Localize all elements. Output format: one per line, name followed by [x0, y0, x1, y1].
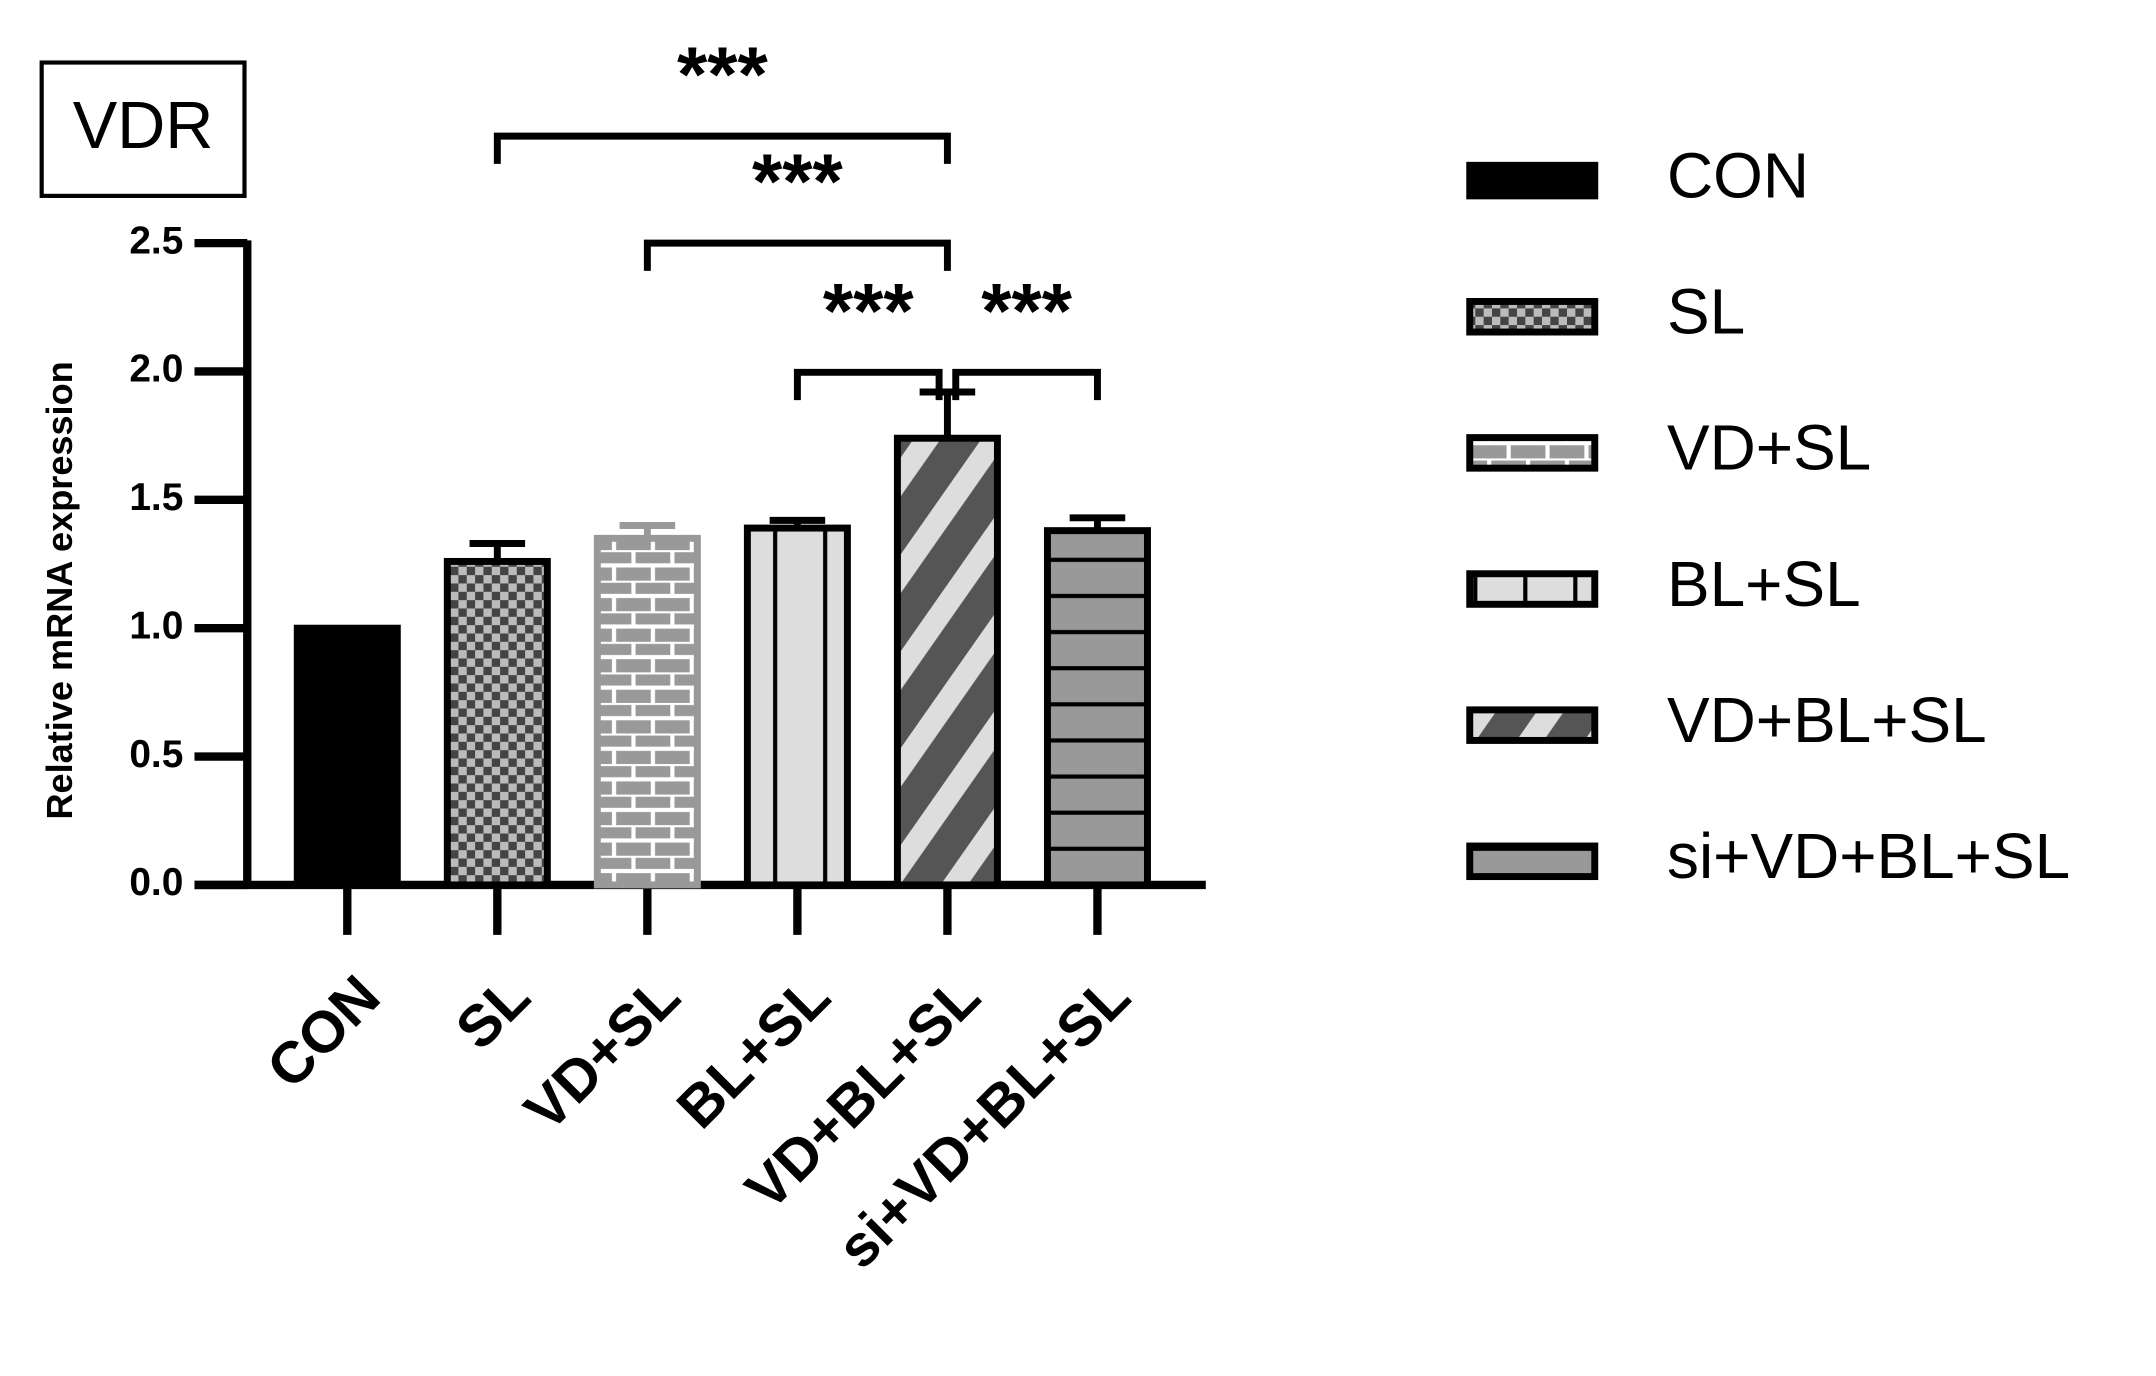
significance-bracket	[493, 132, 951, 164]
legend-label: VD+SL	[1667, 412, 1871, 484]
significance-label: ***	[823, 268, 915, 354]
significance-bracket	[952, 368, 1101, 401]
significance-label: ***	[981, 268, 1073, 354]
bar	[443, 557, 551, 889]
y-tick-label: 0.5	[129, 733, 183, 776]
legend-swatch	[1466, 434, 1599, 472]
legend-label: SL	[1667, 276, 1745, 348]
significance-bracket	[643, 239, 951, 271]
x-tick-label: VD+SL	[512, 963, 692, 1143]
x-tick-label: CON	[255, 963, 393, 1101]
bar	[293, 624, 401, 889]
legend-swatch	[1466, 706, 1599, 744]
legend-label: si+VD+BL+SL	[1667, 820, 2070, 892]
title-box	[39, 60, 247, 198]
bar	[1043, 527, 1151, 889]
y-tick-label: 2.0	[129, 348, 183, 391]
y-tick-label: 1.5	[129, 476, 183, 519]
y-axis-label: Relative mRNA expression	[39, 361, 80, 819]
y-tick-label: 1.0	[129, 604, 183, 647]
legend-swatch	[1466, 161, 1599, 200]
legend-swatch	[1466, 842, 1599, 881]
y-tick-label: 2.5	[129, 219, 183, 262]
legend-label: CON	[1667, 139, 1809, 211]
legend-label: BL+SL	[1667, 548, 1861, 620]
significance-label: ***	[677, 32, 769, 118]
legend-label: VD+BL+SL	[1667, 684, 1987, 756]
y-tick-label: 0.0	[129, 861, 183, 904]
bar	[893, 434, 1001, 889]
bar	[593, 534, 701, 889]
legend-swatch	[1466, 570, 1599, 608]
significance-label: ***	[752, 139, 844, 225]
chart-title: VDR	[73, 89, 214, 163]
legend-swatch	[1466, 297, 1599, 336]
x-tick-label: SL	[444, 963, 543, 1062]
significance-bracket	[793, 368, 943, 401]
bar	[743, 524, 851, 889]
